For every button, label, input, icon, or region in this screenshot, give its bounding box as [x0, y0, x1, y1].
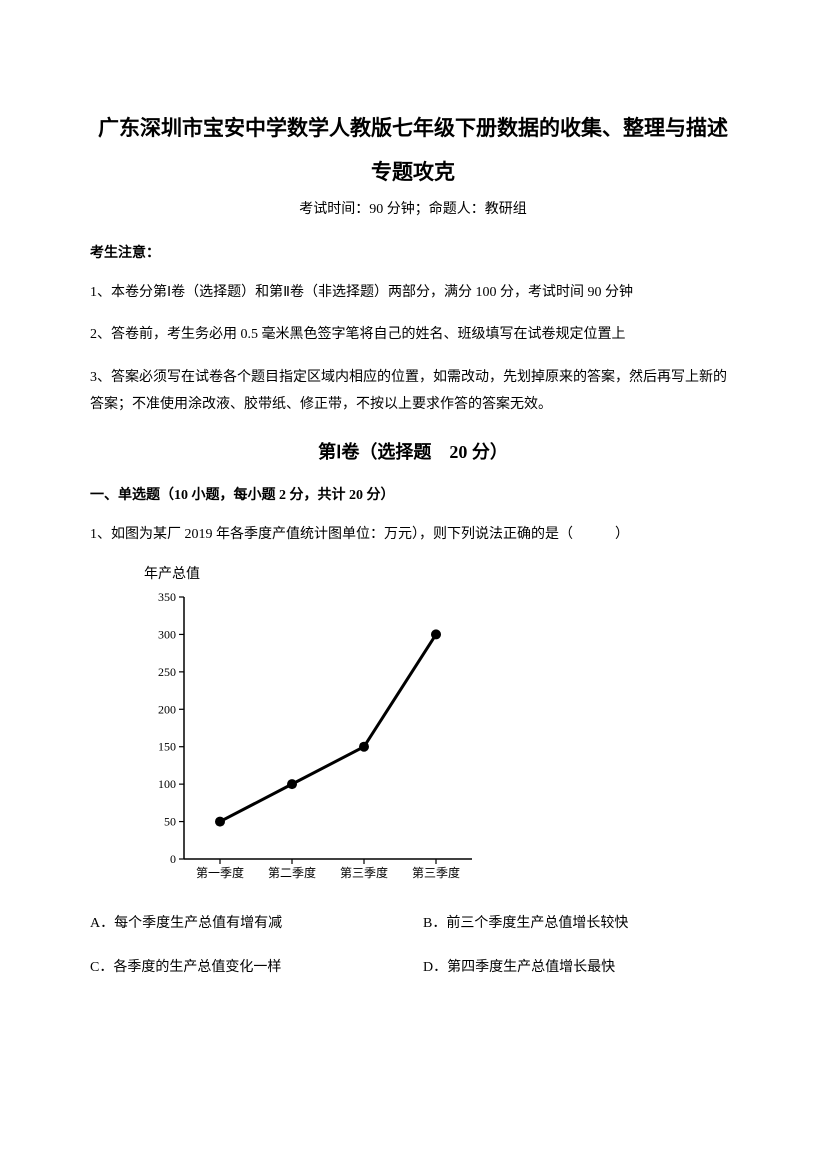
- subsection-heading: 一、单选题（10 小题，每小题 2 分，共计 20 分）: [90, 484, 736, 504]
- svg-text:第三季度: 第三季度: [340, 865, 388, 880]
- svg-text:100: 100: [158, 777, 176, 791]
- svg-text:第三季度: 第三季度: [412, 865, 460, 880]
- meta-line: 考试时间：90 分钟；命题人：教研组: [90, 198, 736, 218]
- chart-container: 年产总值 0 50 100 150 200 250 300 350 第一季度 第二季度 第三季度 第三…: [144, 563, 736, 892]
- notice-item-2: 2、答卷前，考生务必用 0.5 毫米黑色签字笔将自己的姓名、班级填写在试卷规定位…: [90, 322, 736, 349]
- svg-text:350: 350: [158, 590, 176, 604]
- svg-text:第二季度: 第二季度: [268, 865, 316, 880]
- answer-b: B．前三个季度生产总值增长较快: [423, 912, 736, 932]
- title-line-1: 广东深圳市宝安中学数学人教版七年级下册数据的收集、整理与描述: [90, 110, 736, 148]
- notice-item-3: 3、答案必须写在试卷各个题目指定区域内相应的位置，如需改动，先划掉原来的答案，然…: [90, 365, 736, 418]
- svg-text:250: 250: [158, 665, 176, 679]
- svg-text:50: 50: [164, 814, 176, 828]
- notice-item-1: 1、本卷分第Ⅰ卷（选择题）和第Ⅱ卷（非选择题）两部分，满分 100 分，考试时间…: [90, 280, 736, 307]
- title-line-2: 专题攻克: [90, 156, 736, 186]
- chart-y-title: 年产总值: [144, 563, 736, 583]
- answer-c: C．各季度的生产总值变化一样: [90, 956, 403, 976]
- line-chart: 0 50 100 150 200 250 300 350 第一季度 第二季度 第三季度 第三季度: [144, 587, 474, 887]
- answer-d: D．第四季度生产总值增长最快: [423, 956, 736, 976]
- svg-text:200: 200: [158, 702, 176, 716]
- svg-text:300: 300: [158, 627, 176, 641]
- svg-text:第一季度: 第一季度: [196, 865, 244, 880]
- section-heading: 第Ⅰ卷（选择题 20 分）: [90, 438, 736, 464]
- svg-text:150: 150: [158, 739, 176, 753]
- notice-title: 考生注意：: [90, 242, 736, 262]
- question-1-text: 1、如图为某厂 2019 年各季度产值统计图单位：万元），则下列说法正确的是（ …: [90, 522, 736, 549]
- answer-a: A．每个季度生产总值有增有减: [90, 912, 403, 932]
- svg-text:0: 0: [170, 852, 176, 866]
- answer-options: A．每个季度生产总值有增有减 B．前三个季度生产总值增长较快 C．各季度的生产总…: [90, 912, 736, 976]
